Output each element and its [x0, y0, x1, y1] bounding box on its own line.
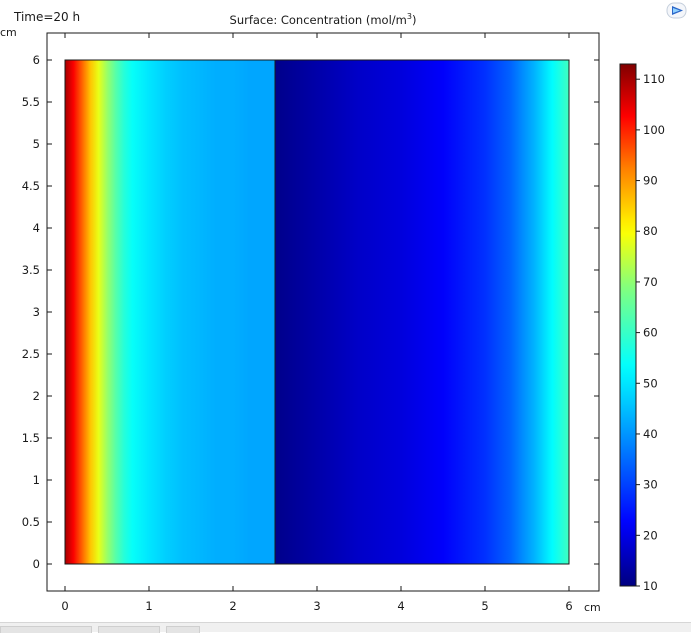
bottom-status-strip [0, 622, 691, 633]
colorbar-tick-label: 40 [643, 427, 658, 441]
bottom-tab-3[interactable] [166, 626, 200, 633]
x-tick-label: 1 [145, 599, 152, 613]
colorbar-tick-label: 50 [643, 376, 658, 390]
bottom-tab-2[interactable] [98, 626, 160, 633]
plot-domain [64, 59, 570, 565]
y-tick-label: 0 [33, 557, 40, 571]
colorbar-ticks: 10 20 30 40 50 60 70 80 90 100 110 [636, 72, 665, 593]
y-axis-unit-label: cm [0, 26, 17, 39]
colorbar-tick-label: 30 [643, 478, 658, 492]
x-tick-label: 3 [313, 599, 320, 613]
y-tick-label: 3 [33, 305, 40, 319]
colorbar-tick-label: 90 [643, 174, 658, 188]
y-tick-label: 4.5 [22, 179, 40, 193]
colorbar-tick-label: 110 [643, 72, 665, 86]
x-axis: 0 1 2 3 4 5 6 [61, 33, 573, 613]
time-label: Time=20 h [13, 10, 80, 24]
domain-outline [64, 59, 570, 565]
y-tick-label: 6 [33, 53, 40, 67]
y-tick-label: 1 [33, 473, 40, 487]
bottom-tab-1[interactable] [0, 626, 92, 633]
x-axis-unit-label: cm [584, 601, 601, 614]
colorbar-scale [619, 63, 637, 587]
x-tick-label: 4 [397, 599, 404, 613]
colorbar-tick-label: 60 [643, 326, 658, 340]
y-tick-label: 3.5 [22, 263, 40, 277]
left-subdomain-surface [65, 60, 275, 564]
x-tick-label: 5 [481, 599, 488, 613]
plot-title-main: Surface: Concentration (mol/m [230, 13, 407, 27]
x-tick-label: 2 [229, 599, 236, 613]
toolbar-logo-icon[interactable] [666, 2, 687, 19]
y-tick-label: 1.5 [22, 431, 40, 445]
colorbar-tick-label: 80 [643, 224, 658, 238]
y-tick-label: 2.5 [22, 347, 40, 361]
colorbar: 10 20 30 40 50 60 70 80 90 100 110 [619, 63, 665, 593]
plot-title: Surface: Concentration (mol/m3) [230, 12, 417, 27]
colorbar-tick-label: 10 [643, 579, 658, 593]
y-axis: 0 0.5 1 1.5 2 2.5 3 3.5 4 4.5 5 5.5 6 [22, 53, 599, 571]
y-tick-label: 2 [33, 389, 40, 403]
y-tick-label: 5.5 [22, 95, 40, 109]
colorbar-tick-label: 70 [643, 275, 658, 289]
y-tick-label: 4 [33, 221, 40, 235]
colorbar-tick-label: 20 [643, 528, 658, 542]
colorbar-tick-label: 100 [643, 123, 665, 137]
plot-title-superscript: 3 [407, 12, 412, 21]
x-tick-label: 6 [565, 599, 572, 613]
right-subdomain-surface [275, 60, 569, 564]
x-tick-label: 0 [61, 599, 68, 613]
y-tick-label: 0.5 [22, 515, 40, 529]
y-tick-label: 5 [33, 137, 40, 151]
plot-title-suffix: ) [412, 13, 417, 27]
